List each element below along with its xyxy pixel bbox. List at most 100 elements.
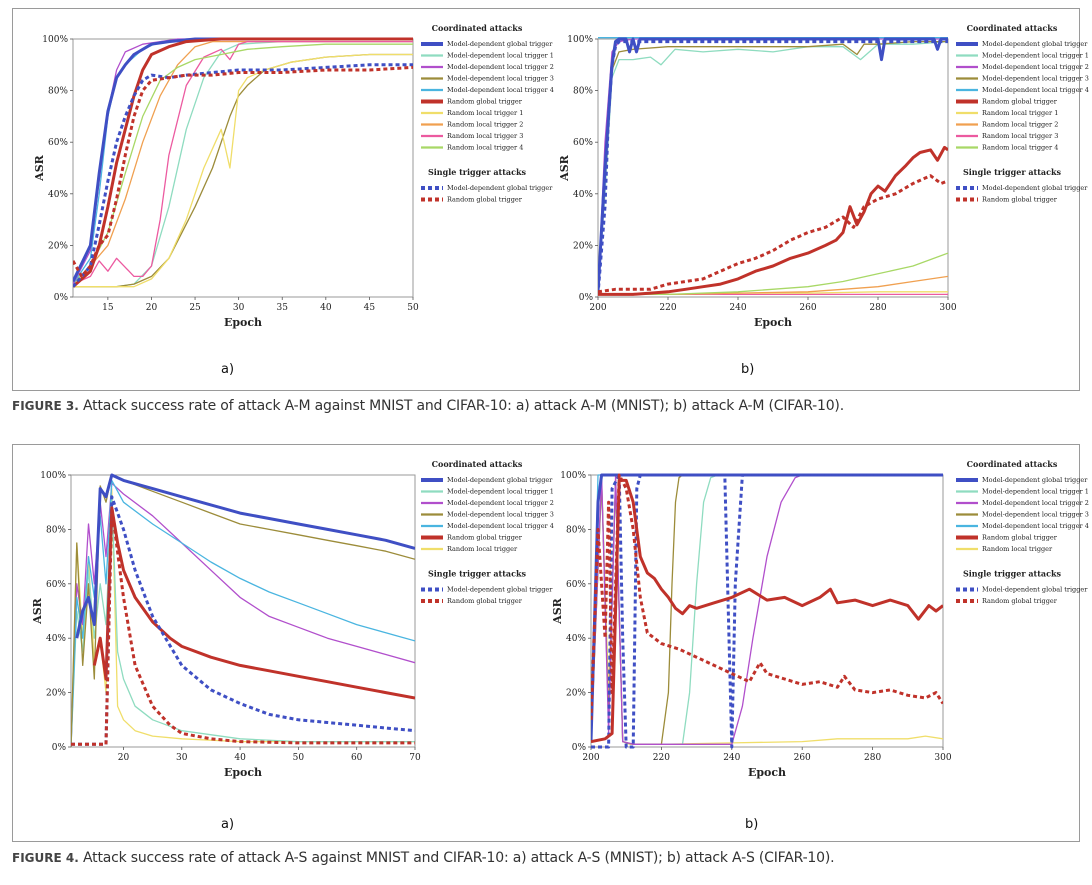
legend-entry-label: Model-dependent global trigger xyxy=(447,184,553,192)
y-tick-label: 80% xyxy=(48,87,68,97)
x-tick-label: 40 xyxy=(320,303,332,313)
legend-entry-label: Model-dependent global trigger xyxy=(982,40,1088,48)
legend-entry-label: Random global trigger xyxy=(982,98,1058,106)
series-model-dependent-global-trigger xyxy=(75,473,415,639)
series-random-global-trigger-single xyxy=(591,473,943,720)
figure-3-frame: 0% 20% 40% 60% 80% 100% 15 20 25 30 35 40 45 50 Epoch A… xyxy=(12,8,1089,391)
x-axis-title: Epoch xyxy=(224,316,262,329)
x-tick-label: 280 xyxy=(869,303,886,313)
x-tick-label: 240 xyxy=(723,753,740,763)
legend-entry-label: Model-dependent local trigger 3 xyxy=(447,511,554,519)
x-axis-title: Epoch xyxy=(224,766,262,779)
legend-entry-label: Model-dependent local trigger 4 xyxy=(447,86,554,94)
series-random-local-trigger-4 xyxy=(73,43,413,285)
legend-entry-label: Model-dependent local trigger 1 xyxy=(447,52,554,60)
series-random-local-trigger-3 xyxy=(73,40,413,285)
x-tick-label: 260 xyxy=(794,753,811,763)
series-random-global-trigger xyxy=(598,145,948,296)
legend-entry-label: Model-dependent local trigger 3 xyxy=(447,75,554,83)
y-tick-label: 0% xyxy=(54,293,69,303)
x-tick-label: 220 xyxy=(653,753,670,763)
plot-area xyxy=(70,474,416,748)
x-tick-label: 220 xyxy=(659,303,676,313)
series-model-dependent-global-trigger-single xyxy=(73,63,413,288)
y-tick-label: 60% xyxy=(573,138,593,148)
y-tick-label: 100% xyxy=(560,471,586,481)
x-tick-label: 280 xyxy=(864,753,881,763)
legend-entry-label: Model-dependent local trigger 1 xyxy=(447,488,554,496)
y-tick-label: 20% xyxy=(573,241,593,251)
legend-entry-label: Model-dependent local trigger 4 xyxy=(447,522,554,530)
x-tick-label: 45 xyxy=(364,303,376,313)
x-tick-label: 20 xyxy=(118,753,130,763)
series-random-local-trigger-1 xyxy=(73,53,413,288)
legend-entry-label: Random local trigger 3 xyxy=(447,132,523,140)
legend-entry-label: Random local trigger 4 xyxy=(447,144,523,152)
legend-group-title: Coordinated attacks xyxy=(967,459,1058,469)
chart-fig3b: 0% 20% 40% 60% 80% 100% 200 220 240 260 280 300 Epoc… xyxy=(558,23,1089,329)
y-tick-label: 100% xyxy=(567,35,593,45)
x-tick-label: 260 xyxy=(799,303,816,313)
x-tick-label: 25 xyxy=(189,303,201,313)
series-model-dependent-global-trigger-single xyxy=(598,40,948,295)
y-tick-label: 40% xyxy=(573,190,593,200)
series-model-dependent-global-trigger-single xyxy=(591,473,943,749)
series-model-dependent-local-trigger-1 xyxy=(71,496,415,748)
legend-entry-label: Random global trigger xyxy=(982,597,1058,605)
y-tick-label: 60% xyxy=(566,580,586,590)
legend-entry-label: Model-dependent local trigger 2 xyxy=(447,499,554,507)
legend-group-title: Single trigger attacks xyxy=(963,569,1062,579)
x-tick-label: 60 xyxy=(351,753,363,763)
legend-group-title: Single trigger attacks xyxy=(428,167,527,177)
legend-entry-label: Model-dependent local trigger 2 xyxy=(982,499,1089,507)
legend-entry-label: Model-dependent local trigger 2 xyxy=(447,63,554,71)
y-tick-label: 80% xyxy=(46,525,66,535)
series-model-dependent-local-trigger-2 xyxy=(591,474,943,745)
legend-entry-label: Model-dependent local trigger 1 xyxy=(982,488,1089,496)
x-tick-label: 50 xyxy=(293,753,305,763)
legend-group-title: Coordinated attacks xyxy=(432,23,523,33)
y-tick-label: 80% xyxy=(566,525,586,535)
series-random-local-trigger-4 xyxy=(598,252,948,296)
series-random-global-trigger-single xyxy=(71,506,415,746)
legend-entry-label: Random local trigger 1 xyxy=(447,109,523,117)
figure-3-label: FIGURE 3. xyxy=(12,399,79,413)
plot-area xyxy=(597,38,949,298)
legend-group-title: Single trigger attacks xyxy=(428,569,527,579)
legend-group-title: Coordinated attacks xyxy=(432,459,523,469)
y-axis-title: ASR xyxy=(33,154,46,181)
legend-entry-label: Random global trigger xyxy=(447,98,523,106)
y-axis-title: ASR xyxy=(558,154,571,181)
y-tick-label: 60% xyxy=(46,580,66,590)
legend-entry-label: Random global trigger xyxy=(982,534,1058,542)
y-tick-label: 20% xyxy=(46,689,66,699)
x-tick-label: 20 xyxy=(146,303,158,313)
legend-entry-label: Model-dependent global trigger xyxy=(447,476,553,484)
y-tick-label: 100% xyxy=(40,471,66,481)
legend-entry-label: Random global trigger xyxy=(447,196,523,204)
legend-entry-label: Model-dependent local trigger 4 xyxy=(982,522,1089,530)
y-tick-label: 100% xyxy=(42,35,68,45)
legend-entry-label: Model-dependent global trigger xyxy=(982,586,1088,594)
series-random-global-trigger-single xyxy=(73,65,413,278)
legend-entry-label: Model-dependent global trigger xyxy=(447,40,553,48)
legend-entry-label: Model-dependent global trigger xyxy=(982,476,1088,484)
legend-entry-label: Model-dependent local trigger 2 xyxy=(982,63,1089,71)
x-tick-label: 200 xyxy=(582,753,599,763)
x-tick-label: 200 xyxy=(589,303,606,313)
legend-entry-label: Model-dependent local trigger 3 xyxy=(982,511,1089,519)
x-tick-label: 15 xyxy=(102,303,114,313)
chart-fig4b: 0% 20% 40% 60% 80% 100% 200 220 240 260 280 300 Epoc… xyxy=(551,459,1089,779)
figure-4-frame: 0% 20% 40% 60% 80% 100% 20 30 40 50 60 70 Epoch ASR Co… xyxy=(12,444,1089,842)
legend-entry-label: Model-dependent local trigger 4 xyxy=(982,86,1089,94)
x-tick-label: 300 xyxy=(939,303,956,313)
legend-entry-label: Random local trigger 2 xyxy=(982,121,1058,129)
series-model-dependent-local-trigger-2 xyxy=(71,482,415,748)
x-tick-label: 70 xyxy=(409,753,421,763)
figure-3-caption: FIGURE 3. Attack success rate of attack … xyxy=(12,398,844,414)
series-model-dependent-local-trigger-4 xyxy=(71,479,415,748)
y-tick-label: 40% xyxy=(48,190,68,200)
series-random-global-trigger-single xyxy=(598,174,948,294)
x-tick-label: 30 xyxy=(233,303,245,313)
x-tick-label: 240 xyxy=(729,303,746,313)
